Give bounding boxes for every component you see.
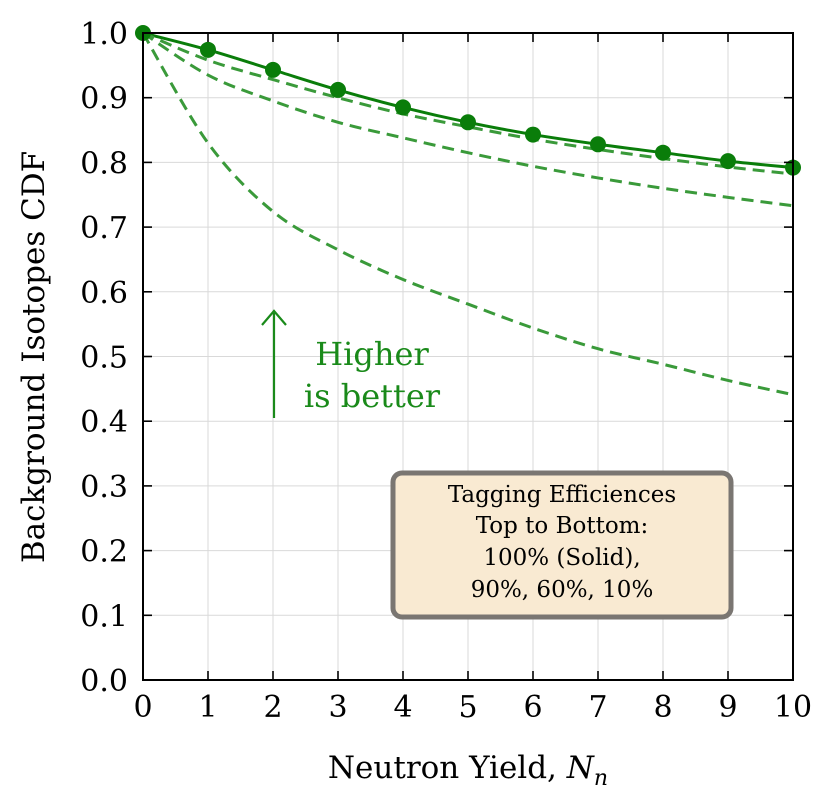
x-tick-label: 9: [718, 690, 737, 725]
x-axis-subscript: n: [594, 766, 608, 791]
y-tick-label: 0.7: [80, 211, 128, 246]
x-tick-label: 7: [588, 690, 607, 725]
data-point-marker: [330, 81, 346, 98]
y-tick-label: 0.8: [80, 146, 128, 181]
legend-line-1: Tagging Efficiences: [448, 482, 676, 508]
y-tick-label: 0.3: [80, 470, 128, 505]
legend-box: Tagging Efficiences Top to Bottom: 100% …: [390, 470, 734, 620]
y-tick-label: 0.9: [80, 82, 128, 117]
y-tick-label: 0.4: [80, 405, 128, 440]
tick-marks: [142, 32, 794, 681]
data-point-marker: [395, 99, 411, 116]
x-tick-label: 5: [458, 690, 477, 725]
legend-line-4: 90%, 60%, 10%: [471, 577, 654, 603]
x-axis-symbol: N: [566, 750, 596, 786]
y-tick-label: 1.0: [80, 17, 128, 52]
data-point-marker: [720, 153, 736, 170]
up-arrow-head-icon: [261, 309, 287, 326]
x-tick-labels: 0 1 2 3 4 5 6 7 8 9 10: [133, 690, 812, 725]
data-point-marker: [590, 136, 606, 153]
y-tick-label: 0.1: [80, 599, 128, 634]
annotation-line1: Higher: [315, 335, 429, 373]
data-point-marker: [525, 126, 541, 143]
y-tick-label: 0.6: [80, 276, 128, 311]
y-tick-labels: 0.0 0.1 0.2 0.3 0.4 0.5 0.6 0.7 0.8 0.9 1.0: [80, 17, 128, 699]
data-point-marker: [200, 41, 216, 58]
x-tick-label: 8: [653, 690, 672, 725]
x-tick-label: 4: [393, 690, 412, 725]
x-tick-label: 10: [774, 690, 812, 725]
x-tick-label: 2: [263, 690, 282, 725]
marker-layer: [135, 25, 801, 176]
x-tick-label: 3: [328, 690, 347, 725]
legend-line-3: 100% (Solid),: [483, 545, 640, 571]
annotation-line2: is better: [304, 377, 441, 415]
data-point-marker: [460, 114, 476, 131]
y-axis-title: Background Isotopes CDF: [16, 151, 52, 563]
y-tick-label: 0.0: [80, 664, 128, 699]
legend-box-frame: [390, 470, 734, 620]
higher-is-better-annotation: Higher is better: [261, 309, 441, 418]
x-tick-label: 0: [133, 690, 152, 725]
x-tick-label: 6: [523, 690, 542, 725]
x-tick-label: 1: [198, 690, 217, 725]
x-axis-title: Neutron Yield, Nn: [328, 750, 608, 791]
y-tick-label: 0.5: [80, 341, 128, 376]
data-point-marker: [655, 144, 671, 161]
legend-line-2: Top to Bottom:: [476, 513, 648, 539]
data-point-marker: [265, 61, 281, 78]
series-line-90: [142, 31, 794, 176]
series-line-60: [142, 31, 794, 208]
y-tick-label: 0.2: [80, 535, 128, 570]
x-axis-title-text: Neutron Yield,: [328, 750, 567, 786]
